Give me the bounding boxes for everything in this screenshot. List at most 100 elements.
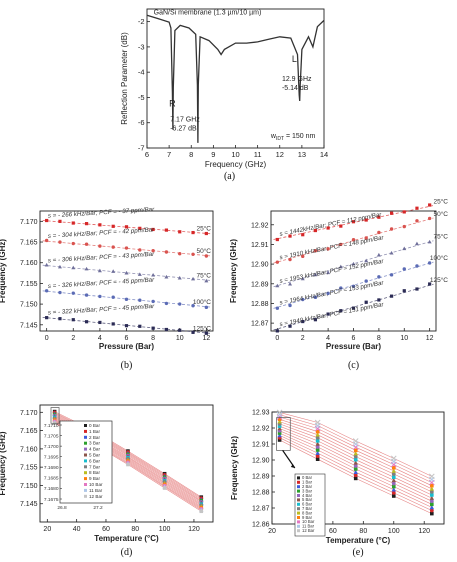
x-tick-label: 60 [102, 526, 110, 533]
legend-label: 5 Bar [302, 497, 313, 502]
x-tick-label: 0 [45, 335, 49, 342]
plot-frame [39, 404, 214, 523]
data-point [277, 431, 282, 435]
data-point [275, 306, 280, 310]
y-tick-label: 12.93 [252, 410, 270, 417]
data-point [191, 330, 195, 334]
data-point [415, 287, 419, 291]
data-point [429, 508, 434, 513]
annotation: 12.9 GHz [282, 76, 312, 83]
data-point [353, 451, 358, 456]
data-point [151, 227, 155, 232]
data-point [326, 312, 330, 316]
legend-marker [297, 480, 300, 484]
data-point [44, 289, 49, 293]
x-tick-label: 20 [268, 528, 276, 535]
fit-line [42, 316, 211, 334]
data-point [111, 322, 115, 326]
y-tick-label: 12.89 [252, 474, 270, 481]
x-tick-label: 8 [189, 150, 193, 159]
data-point [45, 316, 49, 320]
x-tick-label: 10 [176, 335, 184, 342]
x-tick-label: 80 [131, 526, 139, 533]
legend-marker [297, 511, 300, 515]
panel-label: (e) [352, 547, 363, 558]
panel-label: (d) [121, 547, 133, 558]
data-point [389, 211, 394, 215]
data-point [364, 236, 368, 240]
fit-line [273, 261, 434, 309]
data-point [178, 230, 182, 234]
x-tick-label: 12 [202, 335, 210, 342]
annotation: L [292, 54, 297, 64]
data-point [364, 218, 368, 222]
data-point [402, 210, 406, 214]
data-point [315, 448, 320, 452]
data-point [277, 426, 282, 431]
data-point [376, 252, 381, 257]
data-point [391, 490, 396, 495]
data-point [44, 238, 49, 243]
data-point [126, 462, 130, 467]
series-label: 100°C [193, 298, 211, 306]
data-point [191, 252, 195, 256]
inset-y-tick-label: 7.1710 [44, 423, 59, 429]
data-point [351, 284, 356, 288]
series-label: 25°C [433, 198, 448, 206]
legend-label: 7 Bar [302, 506, 313, 511]
data-point [98, 244, 102, 248]
data-point [151, 272, 156, 277]
data-point [301, 319, 305, 324]
inset-legend-label: 11 Bar [89, 488, 103, 493]
inset-legend-marker [84, 494, 87, 498]
zoom-highlight-box [276, 417, 291, 451]
inset-legend-label: 0 Bar [89, 423, 100, 428]
data-point [164, 250, 169, 254]
data-point [429, 499, 434, 504]
slope-annotation: s = - 326 kHz/Bar; PCF = - 45 ppm/Bar [48, 276, 156, 290]
inset-legend-marker [84, 441, 87, 445]
data-point [84, 320, 89, 324]
data-point [288, 257, 292, 262]
series-label: 50°C [433, 210, 448, 218]
y-tick-label: 7.160 [20, 260, 38, 267]
slope-annotation: s = - 322 kHz/Bar; PCF = - 45 ppm/Bar [48, 303, 156, 317]
legend-label: 8 Bar [302, 510, 313, 515]
legend-label: 12 Bar [302, 528, 315, 533]
data-point [300, 276, 305, 281]
x-axis-label: Pressure (Bar) [99, 342, 154, 351]
legend-label: 6 Bar [302, 502, 313, 507]
data-point [71, 265, 76, 270]
data-point [84, 222, 89, 226]
legend-marker [297, 516, 300, 519]
data-point [124, 324, 129, 328]
data-point [391, 494, 396, 498]
data-point [301, 254, 305, 259]
inset-legend-marker [84, 435, 87, 439]
data-point [164, 274, 169, 279]
fit-line [273, 283, 434, 331]
data-point [97, 268, 102, 273]
slope-annotation: s = - 306 kHz/Bar; PCF = - 43 ppm/Bar [48, 251, 156, 265]
annotation-w-sub: IDT [276, 136, 284, 142]
data-point [164, 327, 169, 332]
data-point [58, 219, 62, 223]
data-point [353, 473, 358, 478]
data-point [313, 228, 318, 233]
data-point [429, 505, 435, 510]
data-point [45, 218, 49, 223]
inset-legend-label: 2 Bar [89, 435, 100, 440]
slope-annotation: s = 1964 kHz/Bar; PCF = 153 ppm/Bar [279, 279, 385, 306]
x-tick-label: 80 [359, 528, 367, 535]
legend-marker [297, 507, 300, 511]
slope-annotation: s = - 266 kHz/Bar; PCF = - 37 ppm/Bar [48, 206, 156, 220]
y-tick-label: 7.145 [20, 322, 38, 329]
panel-label: (c) [348, 360, 359, 371]
data-point [98, 223, 102, 227]
annotation: -5.14 dB [282, 85, 309, 92]
data-point [71, 291, 75, 295]
data-point [204, 278, 209, 283]
data-point [204, 254, 209, 258]
data-point [415, 264, 419, 268]
y-tick-label: 7.170 [20, 410, 38, 417]
